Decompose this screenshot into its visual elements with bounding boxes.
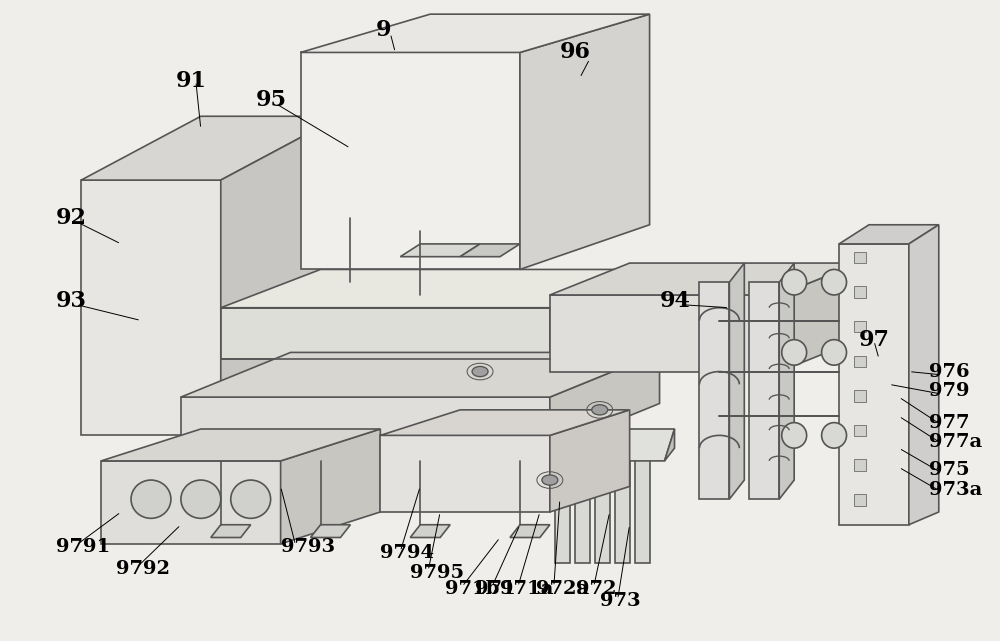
Polygon shape [729,263,744,499]
Polygon shape [555,435,575,448]
Polygon shape [181,397,550,448]
Polygon shape [550,295,779,372]
Text: 95: 95 [256,89,287,112]
Text: 9791: 9791 [56,538,110,556]
Circle shape [542,475,558,485]
Polygon shape [101,461,281,544]
Polygon shape [595,448,610,563]
Text: 97: 97 [859,329,890,351]
Polygon shape [595,435,615,448]
Circle shape [472,367,488,377]
Polygon shape [221,308,550,359]
Polygon shape [839,225,939,244]
Polygon shape [665,429,675,461]
Text: 92: 92 [56,208,87,229]
Polygon shape [839,244,909,525]
Bar [854,425,866,437]
Polygon shape [550,410,630,512]
Bar [854,287,866,297]
Ellipse shape [822,269,847,295]
Text: 971b: 971b [445,579,500,597]
Polygon shape [510,525,550,538]
Polygon shape [460,244,520,256]
Polygon shape [635,435,655,448]
Bar [854,460,866,471]
Text: 976: 976 [929,363,969,381]
Polygon shape [545,429,675,461]
Polygon shape [380,410,630,435]
Polygon shape [615,448,630,563]
Bar [854,356,866,367]
Polygon shape [749,282,779,499]
Text: 93: 93 [56,290,87,312]
Ellipse shape [782,269,807,295]
Polygon shape [779,263,794,499]
Polygon shape [221,269,650,308]
Polygon shape [311,525,350,538]
Polygon shape [101,429,380,461]
Polygon shape [400,244,480,256]
Text: 971a: 971a [500,579,554,597]
Ellipse shape [822,422,847,448]
Polygon shape [575,448,590,563]
Polygon shape [575,435,595,448]
Text: 94: 94 [660,290,690,312]
Text: 9795: 9795 [410,563,464,581]
Polygon shape [615,435,635,448]
Polygon shape [909,225,939,525]
Polygon shape [699,282,729,499]
Polygon shape [520,14,650,269]
Polygon shape [380,435,550,512]
Text: 977a: 977a [929,433,982,451]
Polygon shape [550,269,650,359]
Text: 975: 975 [929,462,969,479]
Polygon shape [281,429,380,544]
Text: 973a: 973a [929,481,982,499]
Bar [854,321,866,332]
Polygon shape [550,263,859,295]
Text: 972: 972 [576,579,616,597]
Ellipse shape [782,422,807,448]
Polygon shape [301,53,520,269]
Polygon shape [555,448,570,563]
Ellipse shape [181,480,221,519]
Ellipse shape [782,340,807,365]
Polygon shape [779,263,859,372]
Circle shape [592,404,608,415]
Text: 9792: 9792 [116,560,170,578]
Polygon shape [211,525,251,538]
Ellipse shape [231,480,271,519]
Polygon shape [635,448,650,563]
Bar [854,251,866,263]
Text: 977: 977 [929,413,969,431]
Text: 91: 91 [176,70,207,92]
Text: 972a: 972a [536,579,589,597]
Polygon shape [81,116,340,180]
Text: 973: 973 [600,592,640,610]
Ellipse shape [131,480,171,519]
Polygon shape [301,14,650,53]
Polygon shape [81,180,221,435]
Polygon shape [181,353,660,397]
Polygon shape [550,353,660,448]
Text: 979: 979 [929,381,969,400]
Bar [854,390,866,402]
Polygon shape [410,525,450,538]
Bar [854,494,866,506]
Text: 9: 9 [375,19,391,41]
Text: 9794: 9794 [380,544,434,562]
Ellipse shape [822,340,847,365]
Text: 9793: 9793 [281,538,335,556]
Polygon shape [221,116,340,435]
Text: 96: 96 [560,42,591,63]
Text: 971: 971 [475,579,516,597]
